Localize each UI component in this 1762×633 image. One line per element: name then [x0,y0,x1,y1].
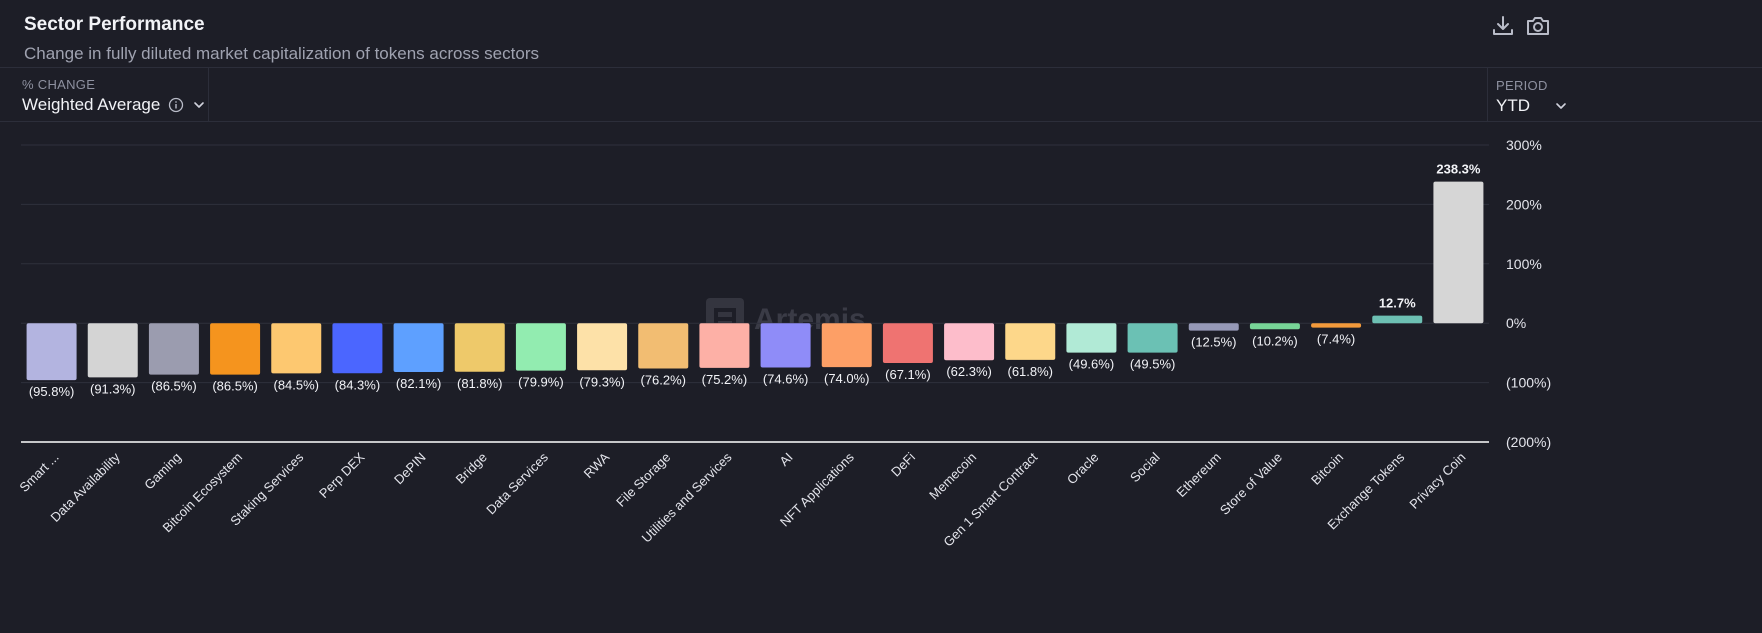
data-label: (84.5%) [273,377,319,392]
bar-ai[interactable] [760,323,811,368]
category-label: Memecoin [926,450,979,503]
data-label: (86.5%) [212,379,258,394]
bar-bitcoin-ecosystem[interactable] [210,323,261,375]
period-label: PERIOD [1496,78,1548,93]
category-label: Bridge [453,450,490,487]
chart-header: Sector Performance Change in fully dilut… [0,0,1762,76]
category-label: Privacy Coin [1406,450,1468,512]
info-icon[interactable] [168,97,184,113]
controls-divider-right [1487,68,1488,121]
data-label: (79.9%) [518,375,564,390]
change-label: % CHANGE [22,77,96,92]
controls-divider [0,121,1762,122]
category-label: Data Services [483,449,551,517]
data-label: (49.5%) [1130,357,1176,372]
bar-utilities-and-services[interactable] [699,323,750,368]
bar-defi[interactable] [882,323,933,364]
camera-icon[interactable] [1524,12,1552,40]
category-label: Bitcoin [1308,450,1346,488]
y-tick-label: 300% [1506,140,1542,153]
sector-bar-chart: Artemis (95.8%) (91.3%) (86.5%) (86.5%) (84.… [16,140,1551,550]
y-tick-label: (200%) [1506,434,1551,450]
data-label: (91.3%) [90,381,136,396]
category-label: File Storage [613,450,673,510]
data-label: (10.2%) [1252,333,1298,348]
y-tick-label: (100%) [1506,375,1551,391]
data-label: 12.7% [1379,296,1416,311]
data-label: (62.3%) [946,364,992,379]
bar-nft-applications[interactable] [821,323,872,368]
bar-staking-services[interactable] [271,323,322,374]
y-tick-label: 200% [1506,196,1542,212]
bar-data-services[interactable] [515,323,566,371]
bar-ethereum[interactable] [1188,323,1239,331]
controls-divider-left [208,68,209,121]
bar-exchange-tokens[interactable] [1372,315,1423,324]
bar-bridge[interactable] [454,323,505,372]
bar-gaming[interactable] [148,323,199,375]
bar-depin[interactable] [393,323,444,372]
bar-store-of-value[interactable] [1249,323,1300,330]
category-label: Oracle [1064,450,1102,488]
category-label: DeFi [888,449,918,479]
data-label: (84.3%) [335,377,381,392]
bar-file-storage[interactable] [638,323,689,369]
bar-oracle[interactable] [1066,323,1117,353]
category-label: Smart ... [16,450,61,495]
data-label: (49.6%) [1069,357,1115,372]
data-label: (76.2%) [640,372,686,387]
period-dropdown[interactable]: YTD [1496,96,1568,116]
category-label: Perp DEX [316,449,368,501]
data-label: (86.5%) [151,379,197,394]
bar-rwa[interactable] [577,323,628,371]
bar-privacy-coin[interactable] [1433,181,1484,324]
data-label: (74.6%) [763,372,809,387]
bar-gen-1-smart-contract[interactable] [1005,323,1056,360]
category-label: DePIN [391,450,429,488]
bar-social[interactable] [1127,323,1178,353]
data-label: 238.3% [1436,162,1481,177]
y-tick-label: 100% [1506,256,1542,272]
data-label: (12.5%) [1191,335,1237,350]
bar-data-availability[interactable] [87,323,138,378]
category-label: Ethereum [1173,450,1223,500]
page-subtitle: Change in fully diluted market capitaliz… [24,44,539,63]
category-label: Store of Value [1217,450,1285,518]
y-tick-label: 0% [1506,315,1526,331]
data-label: (81.8%) [457,376,503,391]
bar-bitcoin[interactable] [1311,323,1362,328]
bar-perp-dex[interactable] [332,323,383,374]
header-divider [0,67,1762,68]
bar-smart[interactable] [26,323,77,381]
category-label: RWA [581,449,613,481]
category-label: Gaming [141,450,184,493]
data-label: (75.2%) [702,372,748,387]
category-label: Social [1127,449,1163,485]
data-label: (61.8%) [1007,364,1053,379]
download-icon[interactable] [1489,12,1517,40]
bar-memecoin[interactable] [944,323,995,361]
change-value: Weighted Average [22,95,161,114]
chevron-down-icon[interactable] [1554,99,1568,113]
data-label: (74.0%) [824,371,870,386]
period-value: YTD [1496,96,1530,115]
category-label: AI [776,450,795,469]
data-label: (95.8%) [29,384,75,399]
data-label: (7.4%) [1317,332,1355,347]
chevron-down-icon[interactable] [192,98,206,112]
change-dropdown[interactable]: Weighted Average [22,95,206,115]
data-label: (79.3%) [579,374,625,389]
data-label: (67.1%) [885,367,931,382]
data-label: (82.1%) [396,376,442,391]
page-title: Sector Performance [24,14,205,35]
